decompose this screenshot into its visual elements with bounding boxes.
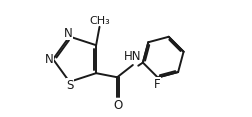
Text: N: N xyxy=(64,27,72,40)
Text: F: F xyxy=(153,78,160,91)
Text: S: S xyxy=(66,79,74,92)
Text: CH₃: CH₃ xyxy=(89,16,109,26)
Text: N: N xyxy=(45,53,53,66)
Text: HN: HN xyxy=(123,50,140,63)
Text: O: O xyxy=(113,99,122,112)
